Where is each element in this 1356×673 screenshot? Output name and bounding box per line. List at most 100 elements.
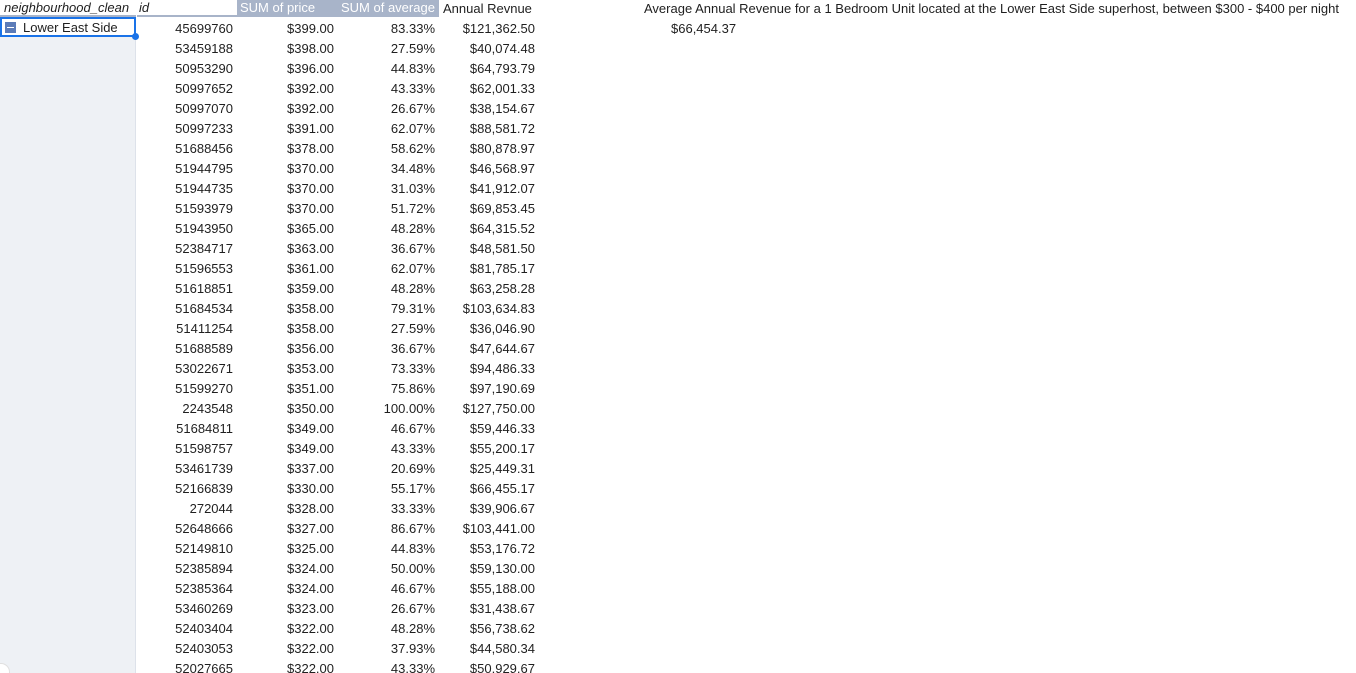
cell-average[interactable]: 27.59% bbox=[390, 41, 435, 56]
cell-average[interactable]: 26.67% bbox=[390, 101, 435, 116]
table-row[interactable]: 2243548 $350.00 100.00% $127,750.00 bbox=[137, 398, 540, 418]
cell-price[interactable]: $370.00 bbox=[287, 201, 334, 216]
cell-average[interactable]: 20.69% bbox=[390, 461, 435, 476]
cell-id[interactable]: 51688456 bbox=[175, 141, 233, 156]
cell-id[interactable]: 52403404 bbox=[175, 621, 233, 636]
table-row[interactable]: 52384717 $363.00 36.67% $48,581.50 bbox=[137, 238, 540, 258]
cell-price[interactable]: $337.00 bbox=[287, 461, 334, 476]
cell-average[interactable]: 75.86% bbox=[390, 381, 435, 396]
cell-revenue[interactable]: $80,878.97 bbox=[469, 141, 535, 156]
cell-revenue[interactable]: $40,074.48 bbox=[469, 41, 535, 56]
cell-average[interactable]: 83.33% bbox=[390, 21, 435, 36]
summary-value[interactable]: $66,454.37 bbox=[671, 21, 737, 36]
table-row[interactable]: 52385364 $324.00 46.67% $55,188.00 bbox=[137, 578, 540, 598]
cell-revenue[interactable]: $39,906.67 bbox=[469, 501, 535, 516]
table-row[interactable]: 51688456 $378.00 58.62% $80,878.97 bbox=[137, 138, 540, 158]
table-row[interactable]: 272044 $328.00 33.33% $39,906.67 bbox=[137, 498, 540, 518]
cell-revenue[interactable]: $55,188.00 bbox=[469, 581, 535, 596]
cell-price[interactable]: $391.00 bbox=[287, 121, 334, 136]
cell-average[interactable]: 46.67% bbox=[390, 421, 435, 436]
summary-title[interactable]: Average Annual Revenue for a 1 Bedroom U… bbox=[644, 1, 1339, 16]
cell-price[interactable]: $392.00 bbox=[287, 101, 334, 116]
cell-price[interactable]: $322.00 bbox=[287, 621, 334, 636]
cell-average[interactable]: 43.33% bbox=[390, 661, 435, 673]
cell-id[interactable]: 52149810 bbox=[175, 541, 233, 556]
table-row[interactable]: 53461739 $337.00 20.69% $25,449.31 bbox=[137, 458, 540, 478]
cell-price[interactable]: $356.00 bbox=[287, 341, 334, 356]
cell-revenue[interactable]: $50,929.67 bbox=[469, 661, 535, 673]
table-row[interactable]: 51943950 $365.00 48.28% $64,315.52 bbox=[137, 218, 540, 238]
cell-id[interactable]: 53460269 bbox=[175, 601, 233, 616]
cell-id[interactable]: 50997233 bbox=[175, 121, 233, 136]
table-row[interactable]: 53022671 $353.00 73.33% $94,486.33 bbox=[137, 358, 540, 378]
table-row[interactable]: 52149810 $325.00 44.83% $53,176.72 bbox=[137, 538, 540, 558]
cell-revenue[interactable]: $59,130.00 bbox=[469, 561, 535, 576]
cell-price[interactable]: $349.00 bbox=[287, 441, 334, 456]
cell-revenue[interactable]: $97,190.69 bbox=[469, 381, 535, 396]
cell-average[interactable]: 48.28% bbox=[390, 621, 435, 636]
table-row[interactable]: 53459188 $398.00 27.59% $40,074.48 bbox=[137, 38, 540, 58]
table-row[interactable]: 50997233 $391.00 62.07% $88,581.72 bbox=[137, 118, 540, 138]
table-row[interactable]: 53460269 $323.00 26.67% $31,438.67 bbox=[137, 598, 540, 618]
cell-price[interactable]: $370.00 bbox=[287, 181, 334, 196]
group-cell-selected[interactable]: Lower East Side bbox=[0, 17, 136, 37]
cell-id[interactable]: 51684811 bbox=[176, 421, 233, 436]
table-row[interactable]: 51944735 $370.00 31.03% $41,912.07 bbox=[137, 178, 540, 198]
cell-price[interactable]: $378.00 bbox=[287, 141, 334, 156]
cell-revenue[interactable]: $81,785.17 bbox=[469, 261, 535, 276]
cell-id[interactable]: 50953290 bbox=[175, 61, 233, 76]
table-row[interactable]: 52385894 $324.00 50.00% $59,130.00 bbox=[137, 558, 540, 578]
cell-id[interactable]: 51598757 bbox=[175, 441, 233, 456]
cell-revenue[interactable]: $103,634.83 bbox=[462, 301, 535, 316]
table-row[interactable]: 51596553 $361.00 62.07% $81,785.17 bbox=[137, 258, 540, 278]
cell-average[interactable]: 51.72% bbox=[390, 201, 435, 216]
cell-revenue[interactable]: $47,644.67 bbox=[469, 341, 535, 356]
cell-average[interactable]: 27.59% bbox=[390, 321, 435, 336]
selection-handle[interactable] bbox=[132, 33, 139, 40]
cell-revenue[interactable]: $66,455.17 bbox=[469, 481, 535, 496]
table-row[interactable]: 51599270 $351.00 75.86% $97,190.69 bbox=[137, 378, 540, 398]
cell-price[interactable]: $324.00 bbox=[287, 581, 334, 596]
cell-price[interactable]: $361.00 bbox=[287, 261, 334, 276]
cell-average[interactable]: 44.83% bbox=[390, 541, 435, 556]
cell-id[interactable]: 2243548 bbox=[182, 401, 233, 416]
cell-price[interactable]: $327.00 bbox=[287, 521, 334, 536]
cell-price[interactable]: $322.00 bbox=[287, 641, 334, 656]
cell-id[interactable]: 51593979 bbox=[175, 201, 233, 216]
cell-id[interactable]: 52166839 bbox=[175, 481, 233, 496]
header-neighbourhood[interactable]: neighbourhood_clean bbox=[0, 0, 136, 17]
cell-price[interactable]: $392.00 bbox=[287, 81, 334, 96]
cell-price[interactable]: $353.00 bbox=[287, 361, 334, 376]
cell-id[interactable]: 51944795 bbox=[175, 161, 233, 176]
cell-price[interactable]: $399.00 bbox=[287, 21, 334, 36]
cell-revenue[interactable]: $63,258.28 bbox=[469, 281, 535, 296]
cell-price[interactable]: $359.00 bbox=[287, 281, 334, 296]
cell-average[interactable]: 43.33% bbox=[390, 81, 435, 96]
cell-average[interactable]: 62.07% bbox=[390, 121, 435, 136]
cell-average[interactable]: 36.67% bbox=[390, 341, 435, 356]
cell-average[interactable]: 86.67% bbox=[390, 521, 435, 536]
cell-average[interactable]: 48.28% bbox=[390, 221, 435, 236]
cell-id[interactable]: 51944735 bbox=[175, 181, 233, 196]
table-row[interactable]: 45699760 $399.00 83.33% $121,362.50 bbox=[137, 18, 540, 38]
cell-average[interactable]: 79.31% bbox=[390, 301, 435, 316]
cell-price[interactable]: $330.00 bbox=[287, 481, 334, 496]
cell-price[interactable]: $358.00 bbox=[287, 301, 334, 316]
cell-average[interactable]: 44.83% bbox=[390, 61, 435, 76]
cell-revenue[interactable]: $55,200.17 bbox=[469, 441, 535, 456]
header-sum-average[interactable]: SUM of average bbox=[338, 0, 439, 17]
cell-id[interactable]: 51599270 bbox=[175, 381, 233, 396]
cell-revenue[interactable]: $88,581.72 bbox=[469, 121, 535, 136]
cell-revenue[interactable]: $46,568.97 bbox=[469, 161, 535, 176]
table-row[interactable]: 51593979 $370.00 51.72% $69,853.45 bbox=[137, 198, 540, 218]
cell-revenue[interactable]: $94,486.33 bbox=[469, 361, 535, 376]
cell-id[interactable]: 53459188 bbox=[175, 41, 233, 56]
cell-average[interactable]: 26.67% bbox=[390, 601, 435, 616]
cell-id[interactable]: 50997652 bbox=[175, 81, 233, 96]
cell-average[interactable]: 62.07% bbox=[390, 261, 435, 276]
table-row[interactable]: 51944795 $370.00 34.48% $46,568.97 bbox=[137, 158, 540, 178]
cell-revenue[interactable]: $64,315.52 bbox=[469, 221, 535, 236]
table-row[interactable]: 50953290 $396.00 44.83% $64,793.79 bbox=[137, 58, 540, 78]
cell-id[interactable]: 52648666 bbox=[175, 521, 233, 536]
cell-id[interactable]: 51684534 bbox=[175, 301, 233, 316]
